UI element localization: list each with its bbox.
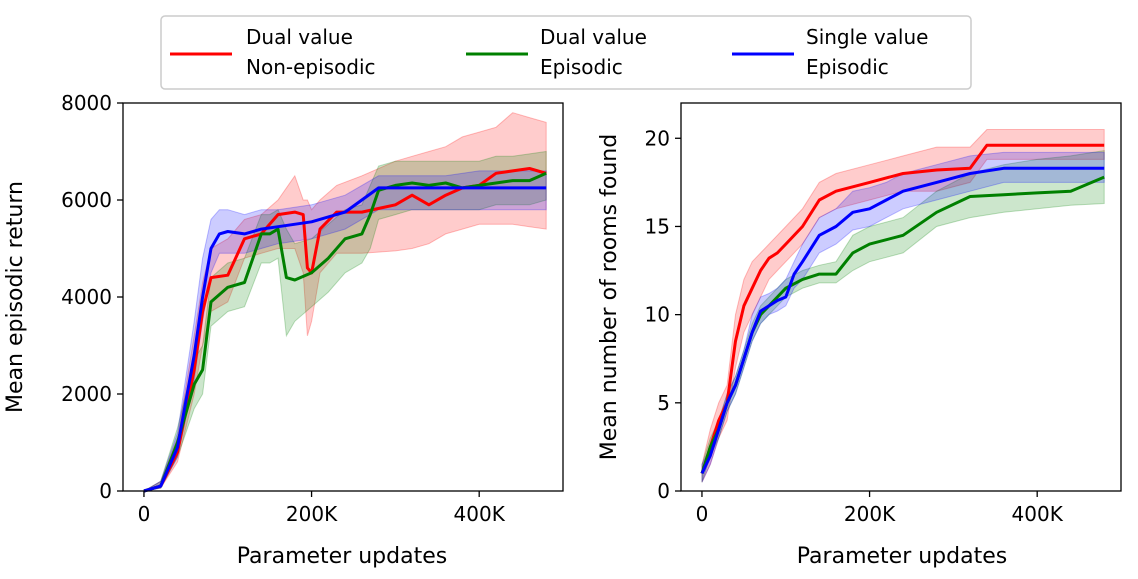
confidence-band [143,150,547,492]
plot-frame [680,102,1122,492]
legend-entry: Dual value Non-episodic [170,25,376,79]
x-tick-label: 0 [138,502,151,526]
rooms-chart: 0 200K 400K 0 5 10 15 20 Parameter updates Mea… [597,102,1122,569]
legend-label-line1: Dual value [246,25,353,49]
x-tick-label: 0 [696,502,709,526]
x-axis-ticks: 0 200K 400K [138,491,506,526]
x-tick-label: 400K [454,502,506,526]
confidence-bands [143,112,547,492]
x-axis-label: Parameter updates [237,544,447,569]
plot-frame [122,102,564,492]
y-axis-label: Mean episodic return [3,181,28,413]
y-tick-label: 10 [645,303,670,327]
series-line [700,166,1105,475]
confidence-band [701,129,1105,483]
legend-label-line2: Non-episodic [246,55,376,79]
confidence-band [143,170,547,492]
x-tick-label: 400K [1012,502,1064,526]
y-tick-label: 6000 [61,188,112,212]
y-tick-label: 5 [657,391,670,415]
legend-label-line1: Single value [806,25,928,49]
x-axis-label: Parameter updates [797,544,1007,569]
x-axis-ticks: 0 200K 400K [696,491,1064,526]
legend-entry: Dual value Episodic [466,25,647,79]
x-tick-label: 200K [844,502,896,526]
y-tick-label: 4000 [61,285,112,309]
y-tick-label: 0 [657,479,670,503]
confidence-bands [701,129,1105,483]
x-tick-label: 200K [286,502,338,526]
y-tick-label: 2000 [61,382,112,406]
y-tick-label: 0 [99,479,112,503]
legend: Dual value Non-episodic Dual value Episo… [160,15,972,90]
series-lines [700,143,1105,475]
legend-frame [160,15,972,90]
series-line [700,143,1105,474]
y-tick-label: 8000 [61,91,112,115]
legend-label-line2: Episodic [806,55,889,79]
legend-label-line1: Dual value [540,25,647,49]
series-line [143,186,547,493]
legend-entry: Single value Episodic [732,25,928,79]
series-lines [143,167,547,493]
y-axis-ticks: 0 2000 4000 6000 8000 [61,91,123,503]
y-tick-label: 15 [645,214,670,238]
y-axis-ticks: 0 5 10 15 20 [645,126,681,503]
y-tick-label: 20 [645,126,670,150]
confidence-band [701,151,1105,483]
confidence-band [701,150,1105,483]
return-chart: 0 200K 400K 0 2000 4000 6000 8000 Parameter up… [3,91,564,569]
legend-label-line2: Episodic [540,55,623,79]
y-axis-label: Mean number of rooms found [597,134,622,460]
confidence-band [143,112,547,492]
